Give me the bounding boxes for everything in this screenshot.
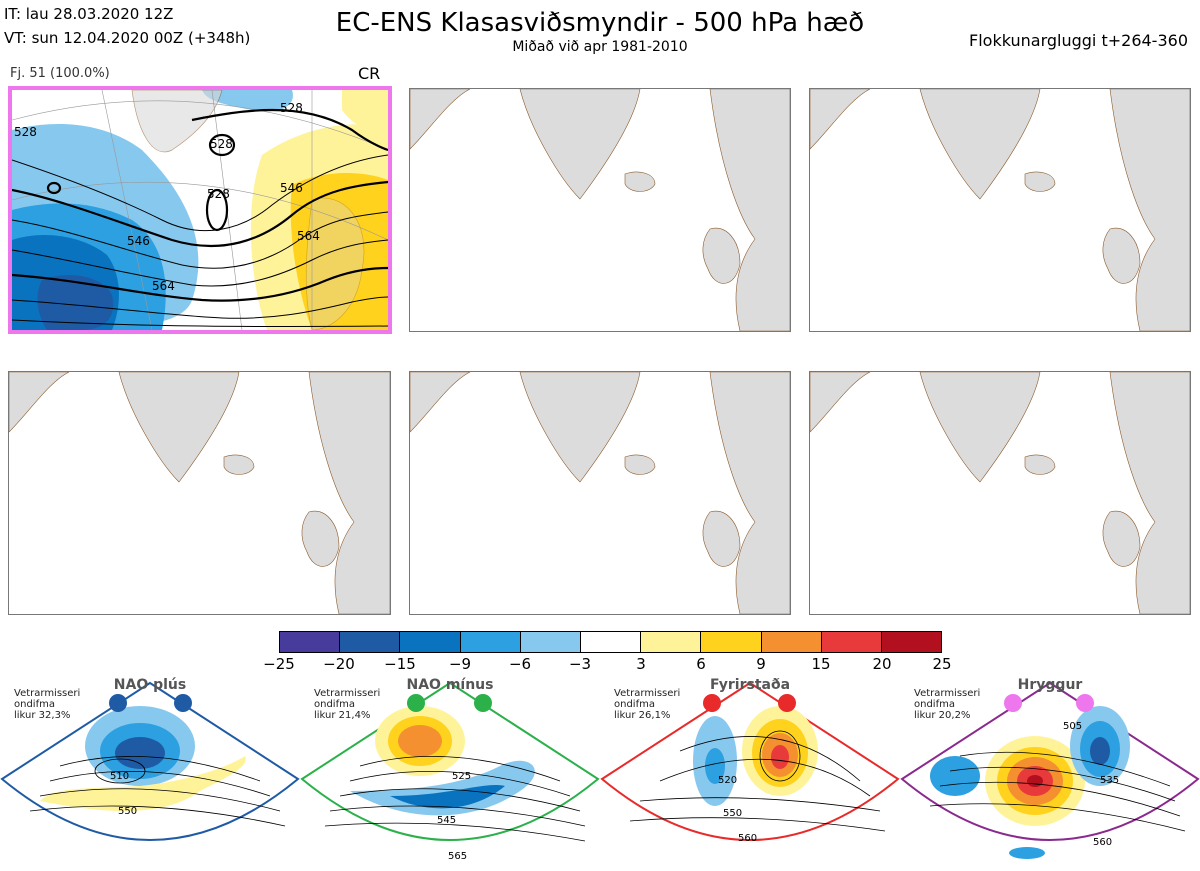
contour-label: 560	[1093, 837, 1112, 848]
basemap	[410, 372, 790, 614]
initial-time: IT: lau 28.03.2020 12Z	[4, 5, 174, 23]
colorbar-segment	[580, 632, 642, 652]
colorbar-segment	[701, 632, 762, 652]
regime-name: Hryggur	[1017, 677, 1083, 693]
regime-name: Fyrirstaða	[709, 677, 791, 693]
basemap	[810, 89, 1190, 331]
regime-nao-minus: 525 545 565 NAO mínus Vetrarmisseri ondi…	[300, 671, 600, 871]
contour-label: 505	[1063, 721, 1082, 732]
contour-label: 528	[207, 187, 230, 201]
colorbar-tick-label: 6	[696, 655, 706, 673]
colorbar-segment	[460, 632, 521, 652]
regime-ridge: 505 535 560 Hryggur Vetrarmisseri ondifm…	[900, 671, 1200, 871]
anomaly-colorbar	[279, 631, 942, 653]
cluster-code-label: CR	[358, 64, 381, 83]
colorbar-tick-label: 3	[636, 655, 646, 673]
contour-label: 520	[718, 775, 737, 786]
colorbar-tick-label: 15	[811, 655, 831, 673]
empty-cluster-map-panel[interactable]	[409, 88, 791, 332]
colorbar-tick-label: −15	[384, 655, 416, 673]
colorbar-segment	[280, 632, 341, 652]
page-subtitle: Miðað við apr 1981-2010	[512, 39, 688, 55]
colorbar-tick-label: 9	[756, 655, 766, 673]
basemap	[810, 372, 1190, 614]
regime-note: Vetrarmisseri ondifma likur 21,4%	[314, 688, 381, 721]
page-title: EC-ENS Klasasviðsmyndir - 500 hPa hæð	[335, 8, 865, 38]
anomaly-map: 528 528 528 528 546 546 564 564	[12, 90, 388, 330]
regime-name: NAO plús	[113, 677, 187, 693]
colorbar-tick-label: −6	[508, 655, 532, 673]
contour-label: 546	[280, 181, 303, 195]
contour-label: 564	[152, 279, 175, 293]
contour-label: 560	[738, 833, 757, 844]
empty-cluster-map-panel[interactable]	[8, 371, 391, 615]
contour-label: 564	[297, 229, 320, 243]
colorbar-tick-label: −20	[323, 655, 355, 673]
colorbar-segment	[881, 632, 942, 652]
cluster-map-panel[interactable]: 528 528 528 528 546 546 564 564	[8, 86, 392, 334]
colorbar-segment	[761, 632, 822, 652]
regime-note: Vetrarmisseri ondifma likur 20,2%	[914, 688, 981, 721]
contour-label: 550	[118, 806, 137, 817]
contour-label: 546	[127, 234, 150, 248]
colorbar-segment	[520, 632, 581, 652]
colorbar-tick-label: −3	[568, 655, 592, 673]
regime-note: Vetrarmisseri ondifma likur 26,1%	[614, 688, 681, 721]
contour-label: 550	[723, 808, 742, 819]
colorbar-tick-label: 25	[932, 655, 952, 673]
contour-label: 528	[280, 101, 303, 115]
colorbar-tick-label: 20	[872, 655, 892, 673]
member-count-label: Fj. 51 (100.0%)	[10, 66, 110, 81]
colorbar-segment	[400, 632, 461, 652]
empty-cluster-map-panel[interactable]	[809, 88, 1191, 332]
colorbar-tick-label: −9	[448, 655, 472, 673]
contour-label: 528	[210, 137, 233, 151]
contour-label: 565	[448, 851, 467, 862]
empty-cluster-map-panel[interactable]	[809, 371, 1191, 615]
colorbar-segment	[821, 632, 882, 652]
contour-label: 525	[452, 771, 471, 782]
regime-blocking: 520 550 560 Fyrirstaða Vetrarmisseri ond…	[600, 671, 900, 871]
window-label: Flokkunargluggi t+264-360	[969, 31, 1188, 50]
basemap	[410, 89, 790, 331]
contour-label: 528	[14, 125, 37, 139]
regime-nao-plus: 510 550 NAO plús Vetrarmisseri ondifma l…	[0, 671, 300, 871]
basemap	[9, 372, 390, 614]
regime-name: NAO mínus	[406, 677, 494, 693]
empty-cluster-map-panel[interactable]	[409, 371, 791, 615]
contour-label: 545	[437, 815, 456, 826]
colorbar-tick-label: −25	[263, 655, 295, 673]
colorbar-segment	[641, 632, 702, 652]
contour-label: 510	[110, 771, 129, 782]
colorbar-segment	[340, 632, 401, 652]
valid-time: VT: sun 12.04.2020 00Z (+348h)	[4, 29, 251, 47]
regime-note: Vetrarmisseri ondifma likur 32,3%	[14, 688, 81, 721]
contour-label: 535	[1100, 775, 1119, 786]
